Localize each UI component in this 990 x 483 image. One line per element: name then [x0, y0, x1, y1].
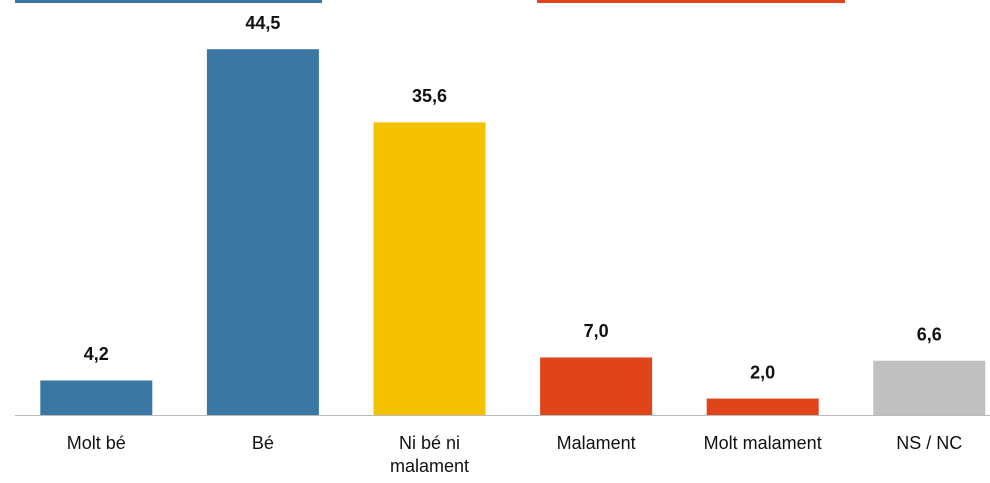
x-tick-label: Molt bé	[66, 433, 126, 453]
x-tick-label: Bé	[251, 433, 274, 453]
bar	[40, 380, 153, 415]
value-label: 44,5	[245, 13, 280, 33]
value-label: 7,0	[584, 321, 609, 341]
x-tick-label: NS / NC	[896, 433, 963, 453]
bar	[540, 357, 653, 415]
bar	[206, 49, 319, 416]
value-label: 4,2	[84, 344, 109, 364]
value-label: 35,6	[412, 86, 447, 106]
x-tick-label: Malament	[556, 433, 636, 453]
bar	[873, 360, 986, 415]
bar	[373, 122, 486, 416]
x-tick-label: Molt malament	[703, 433, 822, 453]
value-label: 2,0	[750, 362, 775, 382]
bar	[706, 398, 819, 415]
value-label: 6,6	[917, 324, 942, 344]
x-tick-label: Ni bé ni malament	[389, 433, 470, 476]
